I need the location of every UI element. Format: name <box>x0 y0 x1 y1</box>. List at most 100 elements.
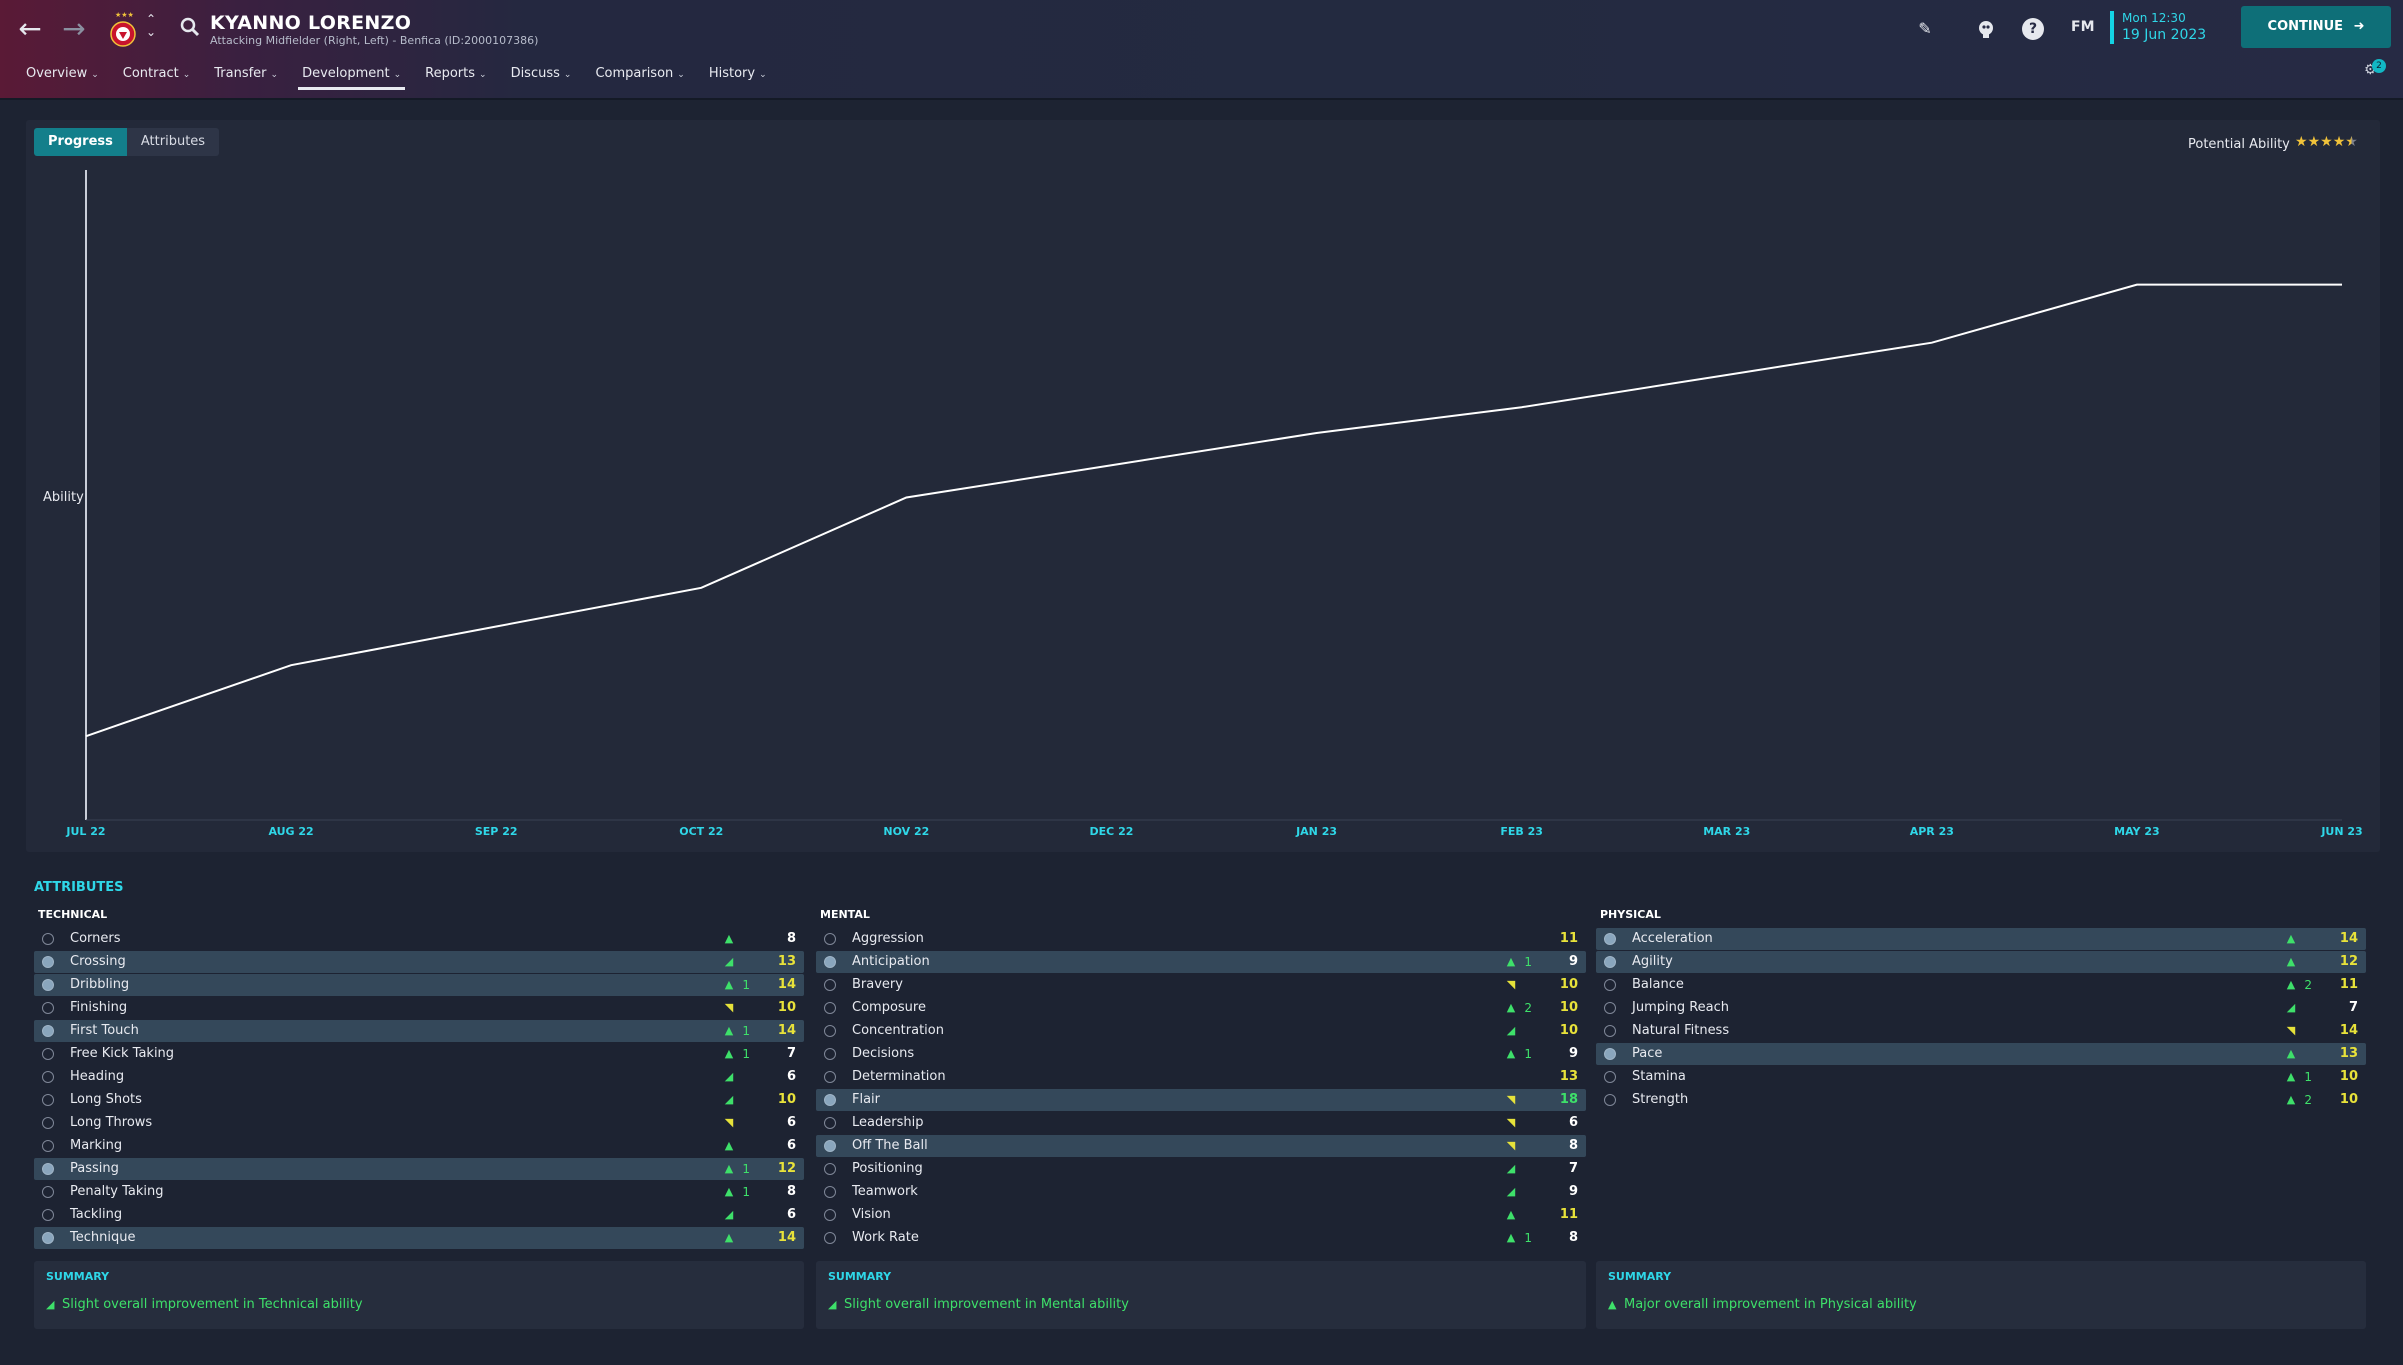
attribute-row[interactable]: Acceleration ▲ 14 <box>1596 928 2366 950</box>
attribute-row[interactable]: Work Rate ▲ 1 8 <box>816 1227 1586 1249</box>
attribute-column-mental: MENTAL Aggression 11 Anticipation ▲ 1 9 Bravery… <box>816 908 1586 1250</box>
attribute-circle-icon <box>824 1209 836 1221</box>
tab-comparison[interactable]: Comparison ⌄ <box>595 66 684 90</box>
tab-progress[interactable]: Progress <box>34 128 127 156</box>
attribute-value: 6 <box>786 1069 796 1084</box>
attribute-column-technical: TECHNICAL Corners ▲ 8 Crossing ◢ 13 Dribbling ▲ 1… <box>34 908 804 1250</box>
attribute-row[interactable]: Balance ▲ 2 11 <box>1596 974 2366 996</box>
attribute-circle-icon <box>824 979 836 991</box>
attribute-change: 1 <box>1524 955 1532 969</box>
trend-up-icon: ▲ <box>724 1185 734 1198</box>
club-crest-icon[interactable]: ★★★ <box>106 10 140 50</box>
attribute-value: 10 <box>1559 1023 1578 1038</box>
attribute-row[interactable]: Marking ▲ 6 <box>34 1135 804 1157</box>
attribute-row[interactable]: Teamwork ◢ 9 <box>816 1181 1586 1203</box>
tab-discuss[interactable]: Discuss ⌄ <box>511 66 572 90</box>
attribute-circle-icon <box>42 1002 54 1014</box>
star-half-icon: ★ <box>2345 134 2358 150</box>
attribute-value: 8 <box>1568 1138 1578 1153</box>
attribute-row[interactable]: Technique ▲ 14 <box>34 1227 804 1249</box>
trend-up-icon: ▲ <box>2286 1070 2296 1083</box>
attribute-name: Positioning <box>852 1161 923 1176</box>
attribute-row[interactable]: Stamina ▲ 1 10 <box>1596 1066 2366 1088</box>
tab-reports[interactable]: Reports ⌄ <box>425 66 486 90</box>
attribute-change: 1 <box>742 1047 750 1061</box>
attribute-change: 2 <box>1524 1001 1532 1015</box>
attribute-row[interactable]: Free Kick Taking ▲ 1 7 <box>34 1043 804 1065</box>
attribute-circle-icon <box>42 1140 54 1152</box>
summary-text: Slight overall improvement in Mental abi… <box>844 1297 1129 1312</box>
trend-up-icon: ▲ <box>1506 1001 1516 1014</box>
attribute-name: Penalty Taking <box>70 1184 164 1199</box>
attribute-row[interactable]: Jumping Reach ◢ 7 <box>1596 997 2366 1019</box>
attribute-row[interactable]: Long Shots ◢ 10 <box>34 1089 804 1111</box>
attribute-name: Off The Ball <box>852 1138 928 1153</box>
attribute-row[interactable]: Flair ◥ 18 <box>816 1089 1586 1111</box>
attribute-name: Corners <box>70 931 121 946</box>
tab-overview[interactable]: Overview ⌄ <box>26 66 99 90</box>
attribute-name: Acceleration <box>1632 931 1713 946</box>
attribute-value: 9 <box>1568 1046 1578 1061</box>
tab-development[interactable]: Development ⌄ <box>298 66 406 90</box>
key-attribute-icon <box>1604 933 1616 945</box>
attribute-row[interactable]: Decisions ▲ 1 9 <box>816 1043 1586 1065</box>
attribute-circle-icon <box>824 1048 836 1060</box>
x-tick-label: JAN 23 <box>1295 825 1337 838</box>
tab-contract[interactable]: Contract ⌄ <box>123 66 190 90</box>
attribute-row[interactable]: Tackling ◢ 6 <box>34 1204 804 1226</box>
attribute-row[interactable]: Off The Ball ◥ 8 <box>816 1135 1586 1157</box>
attribute-row[interactable]: Pace ▲ 13 <box>1596 1043 2366 1065</box>
help-icon[interactable]: ? <box>2022 18 2044 40</box>
assistant-head-icon[interactable] <box>1975 18 1997 40</box>
attribute-row[interactable]: Bravery ◥ 10 <box>816 974 1586 996</box>
tab-transfer[interactable]: Transfer ⌄ <box>214 66 278 90</box>
attribute-row[interactable]: Penalty Taking ▲ 1 8 <box>34 1181 804 1203</box>
attribute-name: Flair <box>852 1092 881 1107</box>
attribute-circle-icon <box>1604 1002 1616 1014</box>
attribute-row[interactable]: Agility ▲ 12 <box>1596 951 2366 973</box>
attribute-row[interactable]: Natural Fitness ◥ 14 <box>1596 1020 2366 1042</box>
attribute-row[interactable]: Positioning ◢ 7 <box>816 1158 1586 1180</box>
attribute-circle-icon <box>42 1117 54 1129</box>
attribute-circle-icon <box>824 1163 836 1175</box>
forward-arrow-icon[interactable]: → <box>62 12 86 45</box>
attribute-row[interactable]: Leadership ◥ 6 <box>816 1112 1586 1134</box>
fm-logo[interactable]: FM <box>2071 19 2095 35</box>
attribute-row[interactable]: Finishing ◥ 10 <box>34 997 804 1019</box>
attribute-value: 10 <box>777 1092 796 1107</box>
trend-up-icon: ▲ <box>724 1024 734 1037</box>
attribute-row[interactable]: Passing ▲ 1 12 <box>34 1158 804 1180</box>
attribute-value: 12 <box>2339 954 2358 969</box>
attribute-row[interactable]: Crossing ◢ 13 <box>34 951 804 973</box>
attribute-row[interactable]: Long Throws ◥ 6 <box>34 1112 804 1134</box>
continue-button[interactable]: CONTINUE ➜ <box>2241 6 2391 48</box>
attribute-row[interactable]: Vision ▲ 11 <box>816 1204 1586 1226</box>
attribute-value: 10 <box>2339 1092 2358 1107</box>
attribute-name: Technique <box>70 1230 136 1245</box>
trend-up-icon: ▲ <box>1506 1208 1516 1221</box>
current-time: Mon 12:30 <box>2122 11 2186 25</box>
attribute-row[interactable]: Heading ◢ 6 <box>34 1066 804 1088</box>
player-switch-icon[interactable]: ⌃ ⌄ <box>145 12 157 39</box>
continue-label: CONTINUE <box>2267 19 2344 34</box>
pencil-icon[interactable]: ✎ <box>1918 19 1932 38</box>
attribute-value: 13 <box>2339 1046 2358 1061</box>
attribute-row[interactable]: First Touch ▲ 1 14 <box>34 1020 804 1042</box>
attribute-row[interactable]: Dribbling ▲ 1 14 <box>34 974 804 996</box>
attribute-change: 1 <box>742 1024 750 1038</box>
attribute-row[interactable]: Determination 13 <box>816 1066 1586 1088</box>
attribute-row[interactable]: Strength ▲ 2 10 <box>1596 1089 2366 1111</box>
attribute-row[interactable]: Corners ▲ 8 <box>34 928 804 950</box>
attribute-change: 1 <box>742 1185 750 1199</box>
key-attribute-icon <box>42 1163 54 1175</box>
search-icon[interactable] <box>179 16 201 38</box>
attribute-row[interactable]: Concentration ◢ 10 <box>816 1020 1586 1042</box>
attribute-row[interactable]: Composure ▲ 2 10 <box>816 997 1586 1019</box>
back-arrow-icon[interactable]: ← <box>18 12 42 45</box>
tab-attributes[interactable]: Attributes <box>126 128 220 156</box>
attribute-row[interactable]: Aggression 11 <box>816 928 1586 950</box>
tab-history[interactable]: History ⌄ <box>709 66 767 90</box>
attribute-row[interactable]: Anticipation ▲ 1 9 <box>816 951 1586 973</box>
attribute-circle-icon <box>1604 1094 1616 1106</box>
attribute-value: 14 <box>777 1023 796 1038</box>
